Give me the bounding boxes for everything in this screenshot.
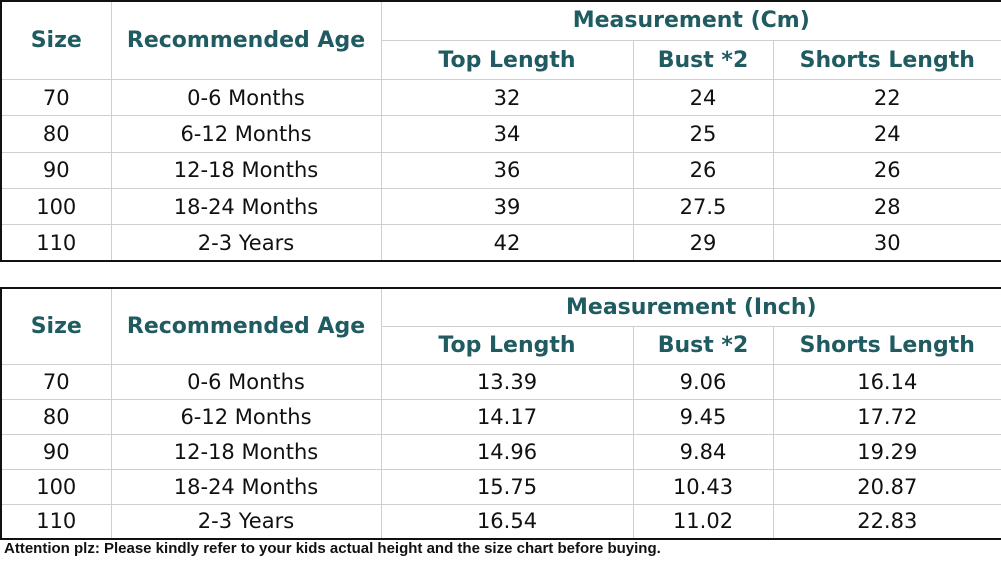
data-row: 100 18-24 Months 39 27.5 28 — [0, 187, 1001, 226]
cell: 16.14 — [772, 363, 1001, 400]
cell: 15.75 — [380, 468, 634, 505]
cell: 17.72 — [772, 398, 1001, 435]
cell: 90 — [0, 151, 112, 189]
cell: 80 — [0, 398, 112, 435]
cell: 19.29 — [772, 433, 1001, 470]
cell: 2-3 Years — [110, 224, 382, 262]
cell: 9.45 — [632, 398, 774, 435]
cell: 18-24 Months — [110, 187, 382, 226]
cell: 32 — [380, 79, 634, 117]
column-header: Top Length — [380, 39, 634, 81]
column-header: Shorts Length — [772, 325, 1001, 365]
size-header: Size — [0, 0, 112, 81]
cell: 24 — [772, 115, 1001, 153]
cell: 13.39 — [380, 363, 634, 400]
cell: 100 — [0, 468, 112, 505]
cell: 28 — [772, 187, 1001, 226]
attention-note: Attention plz: Please kindly refer to yo… — [4, 540, 661, 557]
data-row: 110 2-3 Years 16.54 11.02 22.83 — [0, 503, 1001, 540]
cell: 70 — [0, 79, 112, 117]
cell: 9.84 — [632, 433, 774, 470]
cell: 18-24 Months — [110, 468, 382, 505]
cell: 16.54 — [380, 503, 634, 540]
header-row: Size Recommended Age Measurement (Inch) — [0, 287, 1001, 365]
cell: 14.17 — [380, 398, 634, 435]
cell: 26 — [632, 151, 774, 189]
cell: 90 — [0, 433, 112, 470]
data-row: 70 0-6 Months 32 24 22 — [0, 79, 1001, 117]
inch-table: Size Recommended Age Measurement (Inch) Top… — [0, 287, 1001, 540]
cell: 25 — [632, 115, 774, 153]
cell: 0-6 Months — [110, 79, 382, 117]
cell: 70 — [0, 363, 112, 400]
size-header: Size — [0, 287, 112, 365]
cell: 0-6 Months — [110, 363, 382, 400]
cell: 42 — [380, 224, 634, 262]
data-row: 110 2-3 Years 42 29 30 — [0, 224, 1001, 262]
cell: 11.02 — [632, 503, 774, 540]
cell: 110 — [0, 224, 112, 262]
cell: 30 — [772, 224, 1001, 262]
cell: 22.83 — [772, 503, 1001, 540]
cell: 6-12 Months — [110, 115, 382, 153]
cell: 24 — [632, 79, 774, 117]
cell: 34 — [380, 115, 634, 153]
cell: 39 — [380, 187, 634, 226]
cm-table: Size Recommended Age Measurement (Cm) Top L… — [0, 0, 1001, 262]
data-row: 80 6-12 Months 34 25 24 — [0, 115, 1001, 153]
column-header: Shorts Length — [772, 39, 1001, 81]
cell: 80 — [0, 115, 112, 153]
cell: 9.06 — [632, 363, 774, 400]
group-header: Measurement (Inch) — [380, 287, 1001, 327]
group-header: Measurement (Cm) — [380, 0, 1001, 41]
column-header: Bust *2 — [632, 325, 774, 365]
cell: 26 — [772, 151, 1001, 189]
cell: 12-18 Months — [110, 151, 382, 189]
header-row: Size Recommended Age Measurement (Cm) — [0, 0, 1001, 81]
cell: 110 — [0, 503, 112, 540]
cell: 6-12 Months — [110, 398, 382, 435]
data-row: 90 12-18 Months 14.96 9.84 19.29 — [0, 433, 1001, 470]
cell: 22 — [772, 79, 1001, 117]
age-header: Recommended Age — [110, 287, 382, 365]
data-row: 70 0-6 Months 13.39 9.06 16.14 — [0, 363, 1001, 400]
header-row: Top Length Bust *2 Shorts Length — [1, 325, 1001, 365]
data-row: 80 6-12 Months 14.17 9.45 17.72 — [0, 398, 1001, 435]
cell: 12-18 Months — [110, 433, 382, 470]
header-row: Top Length Bust *2 Shorts Length — [1, 39, 1001, 81]
data-row: 100 18-24 Months 15.75 10.43 20.87 — [0, 468, 1001, 505]
cell: 36 — [380, 151, 634, 189]
cell: 100 — [0, 187, 112, 226]
cell: 14.96 — [380, 433, 634, 470]
cell: 2-3 Years — [110, 503, 382, 540]
age-header: Recommended Age — [110, 0, 382, 81]
column-header: Top Length — [380, 325, 634, 365]
cell: 27.5 — [632, 187, 774, 226]
data-row: 90 12-18 Months 36 26 26 — [0, 151, 1001, 189]
cell: 20.87 — [772, 468, 1001, 505]
column-header: Bust *2 — [632, 39, 774, 81]
cell: 29 — [632, 224, 774, 262]
cell: 10.43 — [632, 468, 774, 505]
